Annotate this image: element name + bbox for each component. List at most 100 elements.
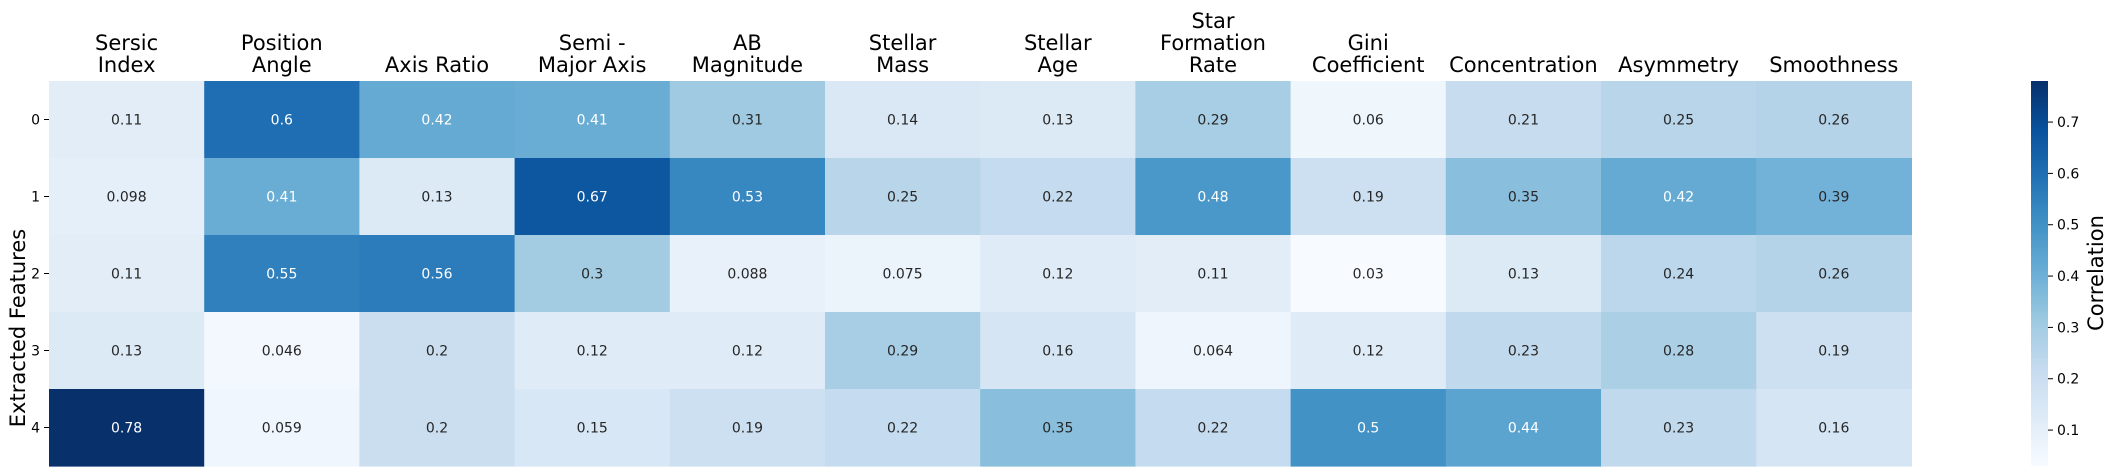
cell-value-label: 0.41 xyxy=(266,190,297,206)
cell-value-label: 0.25 xyxy=(887,190,918,206)
row-labels: 0 1 2 3 4 xyxy=(31,113,49,437)
cell-value-label: 0.11 xyxy=(1197,267,1228,283)
cell-value-label: 0.15 xyxy=(577,421,608,437)
row-label: 1 xyxy=(31,190,40,206)
heatmap-cell xyxy=(980,312,1136,390)
column-label: Angle xyxy=(252,53,312,77)
column-label: Coefficient xyxy=(1312,53,1425,77)
column-label: Formation xyxy=(1160,31,1266,55)
heatmap-cell xyxy=(359,158,516,236)
cell-value-label: 0.13 xyxy=(1508,267,1539,283)
column-label: Star xyxy=(1191,9,1234,33)
cell-value-label: 0.06 xyxy=(1353,113,1384,129)
heatmap-cell xyxy=(669,158,826,236)
heatmap-cell xyxy=(204,389,360,467)
row-label: 2 xyxy=(31,267,40,283)
cell-value-label: 0.19 xyxy=(1353,190,1384,206)
cell-value-label: 0.42 xyxy=(421,113,452,129)
cell-value-label: 0.53 xyxy=(732,190,763,206)
cell-value-label: 0.26 xyxy=(1818,113,1849,129)
column-label: Position xyxy=(241,31,323,55)
heatmap-cell xyxy=(1445,158,1602,236)
cell-value-label: 0.3 xyxy=(581,267,603,283)
heatmap-cell xyxy=(514,312,671,390)
cell-value-label: 0.23 xyxy=(1663,421,1694,437)
cell-value-label: 0.35 xyxy=(1508,190,1539,206)
column-label: Magnitude xyxy=(692,53,803,77)
heatmap-cell xyxy=(514,389,671,467)
heatmap-cell xyxy=(1601,389,1757,467)
colorbar-tick-label: 0.6 xyxy=(2057,166,2079,182)
cell-value-label: 0.22 xyxy=(1197,421,1228,437)
heatmap-cell xyxy=(825,81,981,159)
row-label: 3 xyxy=(31,344,40,360)
colorbar-gradient xyxy=(2031,81,2048,466)
heatmap-cell xyxy=(1601,312,1757,390)
cell-value-label: 0.22 xyxy=(887,421,918,437)
column-label: Sersic xyxy=(95,31,158,55)
cell-value-label: 0.12 xyxy=(1353,344,1384,360)
colorbar-tick-label: 0.4 xyxy=(2057,269,2079,285)
column-label: Rate xyxy=(1189,53,1237,77)
heatmap-cell xyxy=(825,312,981,390)
heatmap-cell xyxy=(825,158,981,236)
colorbar-ticks: 0.1 0.2 0.3 0.4 0.5 0.6 0.7 xyxy=(2048,115,2079,439)
cell-value-label: 0.13 xyxy=(421,190,452,206)
cell-value-label: 0.16 xyxy=(1042,344,1073,360)
cell-value-label: 0.2 xyxy=(426,344,448,360)
column-label: Index xyxy=(98,53,156,77)
cell-value-label: 0.03 xyxy=(1353,267,1384,283)
heatmap-cell xyxy=(1445,389,1602,467)
heatmap-cell xyxy=(1445,312,1602,390)
heatmap-cell xyxy=(1756,389,1912,467)
heatmap-cell xyxy=(1135,158,1292,236)
column-label: Asymmetry xyxy=(1618,53,1739,77)
cell-value-labels: 0.11 0.6 0.42 0.41 0.31 0.14 0.13 0.29 0.06 0.21 0… xyxy=(107,113,1850,437)
colorbar-tick-label: 0.1 xyxy=(2057,423,2079,439)
column-label: Stellar xyxy=(1024,31,1092,55)
cell-value-label: 0.29 xyxy=(887,344,918,360)
heatmap-cell xyxy=(1290,81,1447,159)
cell-value-label: 0.16 xyxy=(1818,421,1849,437)
cell-value-label: 0.24 xyxy=(1663,267,1694,283)
heatmap-cell xyxy=(1135,81,1292,159)
cell-value-label: 0.12 xyxy=(732,344,763,360)
heatmap-cell xyxy=(1445,81,1602,159)
heatmap-cell xyxy=(49,312,205,390)
row-label: 0 xyxy=(31,113,40,129)
column-label: Semi - xyxy=(559,31,626,55)
cell-value-label: 0.059 xyxy=(262,421,302,437)
cell-value-label: 0.13 xyxy=(1042,113,1073,129)
heatmap-cell xyxy=(980,389,1136,467)
heatmap-cell xyxy=(1756,81,1912,159)
heatmap-cell xyxy=(1135,312,1292,390)
cell-value-label: 0.42 xyxy=(1663,190,1694,206)
column-label: Age xyxy=(1037,53,1078,77)
heatmap-cell xyxy=(1601,235,1757,313)
column-label: Gini xyxy=(1348,31,1389,55)
heatmap-cell xyxy=(1290,235,1447,313)
heatmap-cell xyxy=(669,389,826,467)
heatmap-cell xyxy=(1290,312,1447,390)
heatmap-cell xyxy=(359,81,516,159)
cell-value-label: 0.55 xyxy=(266,267,297,283)
column-label: Mass xyxy=(876,53,929,77)
colorbar-tick-label: 0.5 xyxy=(2057,218,2079,234)
cell-value-label: 0.22 xyxy=(1042,190,1073,206)
cell-value-label: 0.064 xyxy=(1193,344,1233,360)
heatmap-cell xyxy=(359,235,516,313)
heatmap-cell xyxy=(359,389,516,467)
heatmap-cell xyxy=(1756,158,1912,236)
cell-value-label: 0.78 xyxy=(111,421,142,437)
cell-value-label: 0.6 xyxy=(271,113,293,129)
heatmap-cell xyxy=(49,235,205,313)
cell-value-label: 0.25 xyxy=(1663,113,1694,129)
cell-value-label: 0.13 xyxy=(111,344,142,360)
heatmap-cell xyxy=(1601,158,1757,236)
cell-value-label: 0.39 xyxy=(1818,190,1849,206)
row-label: 4 xyxy=(31,421,40,437)
cell-value-label: 0.19 xyxy=(1818,344,1849,360)
cell-value-label: 0.41 xyxy=(577,113,608,129)
heatmap-cell xyxy=(514,235,671,313)
